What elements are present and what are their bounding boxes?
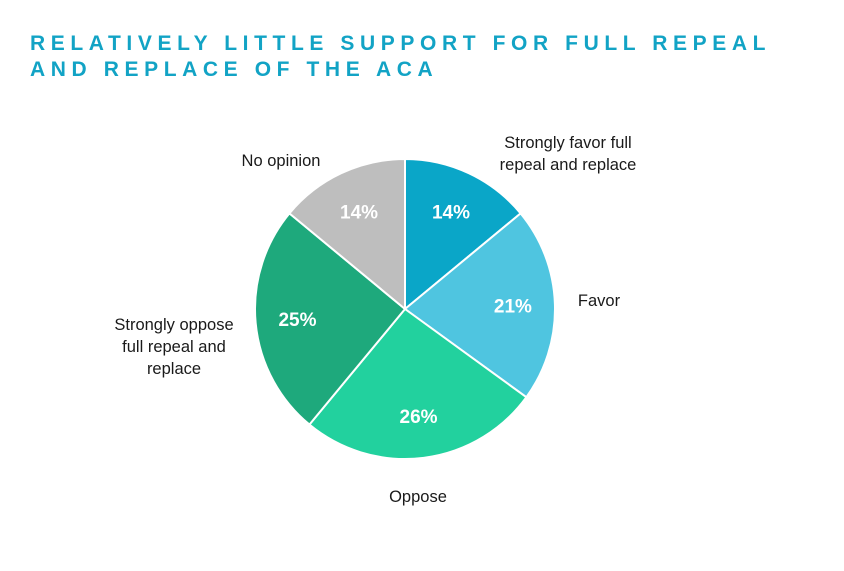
pie-slice-3	[254, 212, 406, 426]
slice-category-label-2: Oppose	[389, 488, 447, 506]
value-labels: 14% 21% 26% 25% 14%	[278, 202, 532, 428]
slice-category-label-line: Oppose	[389, 488, 447, 506]
pie-slice-0	[404, 158, 522, 310]
pie-slices	[254, 158, 556, 460]
slice-category-label-line: Strongly favor full	[504, 134, 631, 152]
slice-value-label-0: 14%	[432, 202, 470, 223]
chart-title-line-1: RELATIVELY LITTLE SUPPORT FOR FULL REPEA…	[30, 32, 772, 55]
category-labels: Strongly favor full repeal and replace Fav…	[114, 134, 636, 506]
slice-category-label-3: Strongly oppose full repeal and replace	[114, 316, 233, 378]
slice-value-label-2: 26%	[400, 407, 438, 428]
slice-category-label-line: Favor	[578, 292, 621, 310]
pie-slice-4	[288, 158, 406, 310]
slice-category-label-line: full repeal and	[122, 338, 226, 356]
pie-slice-1	[404, 212, 556, 399]
slice-category-label-1: Favor	[578, 292, 621, 310]
slice-category-label-line: No opinion	[242, 152, 321, 170]
pie-slice-2	[308, 308, 528, 460]
slice-category-label-4: No opinion	[242, 152, 321, 170]
slice-category-label-line: replace	[147, 360, 201, 378]
slice-category-label-line: Strongly oppose	[114, 316, 233, 334]
slice-value-label-3: 25%	[278, 310, 316, 331]
slice-category-label-0: Strongly favor full repeal and replace	[500, 134, 637, 174]
chart-title-line-2: AND REPLACE OF THE ACA	[30, 58, 439, 81]
slice-value-label-4: 14%	[340, 202, 378, 223]
slice-value-label-1: 21%	[494, 297, 532, 318]
slice-category-label-line: repeal and replace	[500, 156, 637, 174]
